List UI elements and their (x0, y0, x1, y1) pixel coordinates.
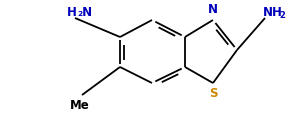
Text: 2: 2 (279, 12, 285, 20)
Text: NH: NH (263, 7, 283, 20)
Text: N: N (208, 3, 218, 16)
Text: ₂N: ₂N (77, 7, 92, 20)
Text: S: S (209, 87, 217, 100)
Text: Me: Me (70, 99, 90, 112)
Text: H: H (67, 7, 77, 20)
